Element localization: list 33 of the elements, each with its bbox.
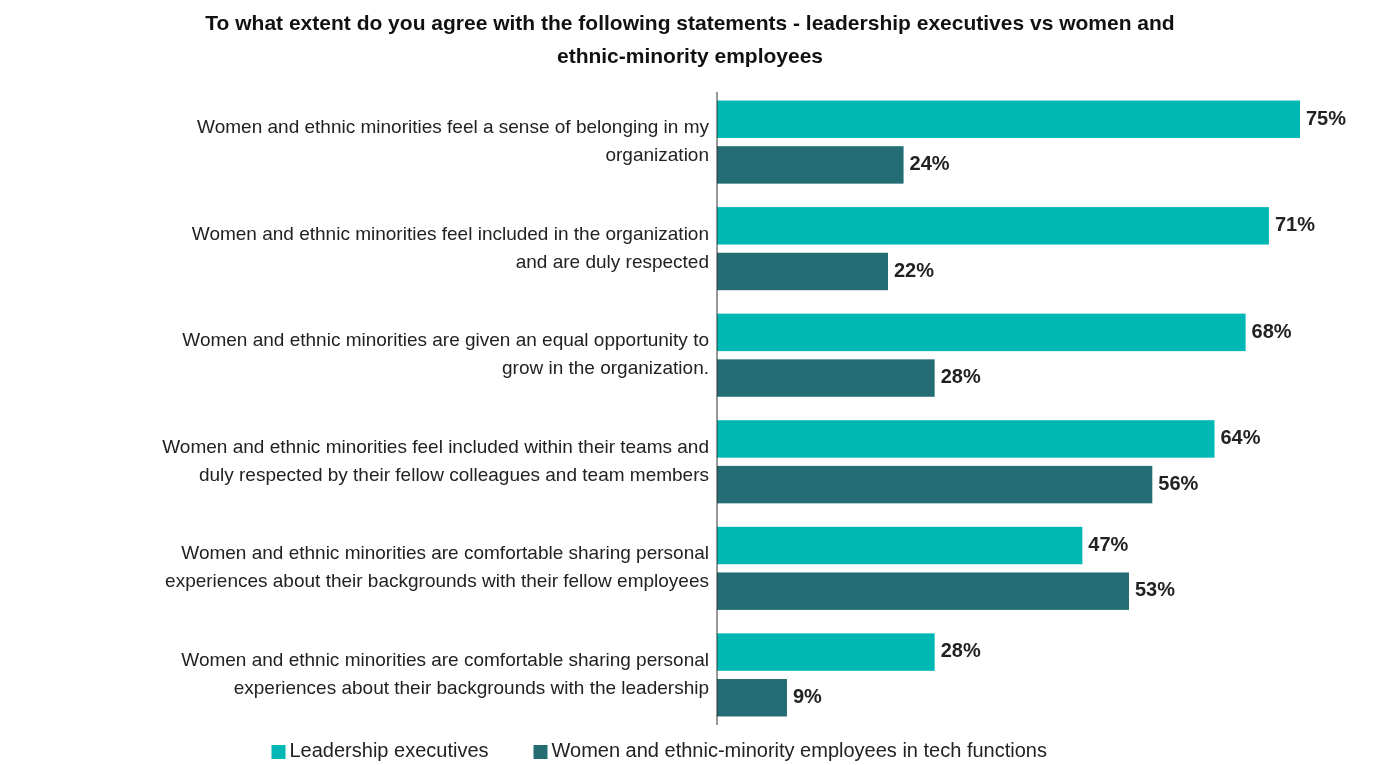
data-label: 64% xyxy=(1220,426,1261,449)
data-label: 9% xyxy=(792,685,823,708)
data-label: 47% xyxy=(1088,532,1129,555)
bar xyxy=(717,252,889,291)
bar xyxy=(717,359,935,397)
bar xyxy=(717,526,1083,565)
bar xyxy=(717,207,1269,245)
y-tick-label: Women and ethnic minorities feel included within their teams and duly respected by their fellow colleagues and team members xyxy=(162,435,709,485)
bar xyxy=(717,465,1153,504)
bar xyxy=(717,146,904,184)
data-label: 53% xyxy=(1134,578,1176,601)
y-tick-label: Women and ethnic minorities are given an equal opportunity to grow in the organization. xyxy=(182,329,709,379)
data-label: 75% xyxy=(1306,106,1347,129)
data-label: 24% xyxy=(909,152,950,175)
bar xyxy=(717,679,787,717)
data-label: 56% xyxy=(1158,471,1199,494)
y-tick-label: Women and ethnic minorities are comfortable sharing personal experiences about their backgrounds with the leadership xyxy=(181,648,709,698)
legend-label: Women and ethnic-minority employees in tech functions xyxy=(551,739,1047,762)
chart-title: To what extent do you agree with the following statements - leadership executives vs women and ethnic-minority employees xyxy=(205,10,1175,67)
y-tick-label: Women and ethnic minorities are comfortable sharing personal experiences about their backgrounds with their fellow employees xyxy=(165,542,709,592)
bar xyxy=(717,572,1129,610)
y-tick-label: Women and ethnic minorities feel included in the organization and are duly respected xyxy=(191,222,709,272)
data-label: 71% xyxy=(1274,213,1316,236)
data-label: 28% xyxy=(940,639,981,662)
data-label: 68% xyxy=(1251,319,1292,342)
bar xyxy=(717,313,1246,352)
y-tick-label: Women and ethnic minorities feel a sense of belonging in my organization xyxy=(197,116,710,166)
data-label: 22% xyxy=(894,258,935,281)
data-label: 28% xyxy=(940,365,981,388)
legend-label: Leadership executives xyxy=(289,739,489,762)
bar xyxy=(717,633,935,671)
bar xyxy=(717,100,1300,138)
bar xyxy=(717,420,1215,458)
